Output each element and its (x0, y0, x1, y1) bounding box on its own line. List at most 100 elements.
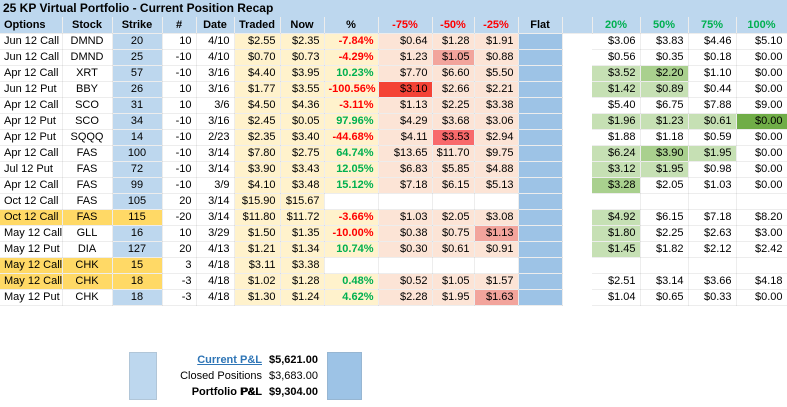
cell-stock[interactable]: FAS (62, 209, 113, 226)
cell-minus50[interactable]: $1.95 (432, 289, 475, 306)
cell-plus50[interactable]: $1.18 (640, 129, 689, 146)
cell-plus50[interactable]: $6.15 (640, 209, 689, 226)
cell-strike[interactable]: 127 (112, 241, 163, 258)
cell-flat[interactable] (518, 241, 563, 258)
cell-minus50[interactable]: $0.61 (432, 241, 475, 258)
cell-options[interactable]: Jun 12 Call (0, 33, 63, 50)
cell-percent[interactable]: 10.74% (324, 241, 379, 258)
cell-plus50[interactable]: $1.23 (640, 113, 689, 130)
cell-now[interactable]: $2.35 (280, 33, 325, 50)
cell-now[interactable]: $3.55 (280, 81, 325, 98)
cell-plus100[interactable]: $0.00 (736, 49, 787, 66)
col-header-minus75[interactable]: -75% (378, 17, 433, 34)
cell-qty[interactable]: 20 (162, 193, 197, 210)
cell-now[interactable]: $0.73 (280, 49, 325, 66)
cell-minus25[interactable]: $5.13 (474, 177, 519, 194)
cell-plus75[interactable] (688, 257, 737, 274)
cell-traded[interactable]: $3.90 (234, 161, 281, 178)
cell-minus75[interactable]: $0.38 (378, 225, 433, 242)
cell-percent[interactable]: 97.96% (324, 113, 379, 130)
cell-plus75[interactable] (688, 193, 737, 210)
cell-options[interactable]: May 12 Put (0, 289, 63, 306)
col-header-minus50[interactable]: -50% (432, 17, 475, 34)
cell-plus20[interactable]: $1.96 (592, 113, 641, 130)
cell-minus25[interactable]: $0.88 (474, 49, 519, 66)
cell-traded[interactable]: $1.50 (234, 225, 281, 242)
cell-minus50[interactable]: $5.85 (432, 161, 475, 178)
cell-minus75[interactable]: $1.23 (378, 49, 433, 66)
cell-strike[interactable]: 25 (112, 49, 163, 66)
cell-qty[interactable]: 20 (162, 241, 197, 258)
cell-stock[interactable]: FAS (62, 145, 113, 162)
cell-flat[interactable] (518, 33, 563, 50)
col-header-date[interactable]: Date (196, 17, 235, 34)
cell-minus75[interactable]: $7.18 (378, 177, 433, 194)
cell-plus20[interactable]: $2.51 (592, 273, 641, 290)
cell-now[interactable]: $3.40 (280, 129, 325, 146)
cell-plus20[interactable]: $3.12 (592, 161, 641, 178)
cell-plus50[interactable]: $2.20 (640, 65, 689, 82)
col-header-plus75[interactable]: 75% (688, 17, 737, 34)
cell-plus100[interactable]: $0.00 (736, 177, 787, 194)
cell-stock[interactable]: GLL (62, 225, 113, 242)
cell-plus50[interactable]: $2.25 (640, 225, 689, 242)
cell-minus25[interactable]: $3.08 (474, 209, 519, 226)
cell-minus75[interactable]: $6.83 (378, 161, 433, 178)
cell-minus50[interactable]: $1.05 (432, 49, 475, 66)
cell-options[interactable]: May 12 Call (0, 225, 63, 242)
cell-minus25[interactable] (474, 193, 519, 210)
cell-plus75[interactable]: $7.88 (688, 97, 737, 114)
cell-plus75[interactable]: $1.10 (688, 65, 737, 82)
cell-plus75[interactable]: $3.66 (688, 273, 737, 290)
cell-traded[interactable]: $3.11 (234, 257, 281, 274)
cell-date[interactable]: 3/14 (196, 145, 235, 162)
cell-traded[interactable]: $2.45 (234, 113, 281, 130)
cell-now[interactable]: $11.72 (280, 209, 325, 226)
col-header-traded[interactable]: Traded (234, 17, 281, 34)
cell-minus75[interactable] (378, 193, 433, 210)
cell-minus25[interactable]: $2.94 (474, 129, 519, 146)
closed-pl-value[interactable]: $3,683.00 (269, 370, 318, 382)
cell-now[interactable]: $2.75 (280, 145, 325, 162)
col-header-minus25[interactable]: -25% (474, 17, 519, 34)
cell-stock[interactable]: FAS (62, 193, 113, 210)
cell-plus50[interactable]: $1.95 (640, 161, 689, 178)
cell-options[interactable]: Oct 12 Call (0, 209, 63, 226)
cell-flat[interactable] (518, 81, 563, 98)
cell-plus20[interactable]: $0.56 (592, 49, 641, 66)
cell-plus75[interactable]: $0.98 (688, 161, 737, 178)
cell-plus100[interactable]: $0.00 (736, 65, 787, 82)
cell-plus100[interactable]: $4.18 (736, 273, 787, 290)
cell-plus100[interactable]: $0.00 (736, 145, 787, 162)
cell-plus20[interactable]: $3.52 (592, 65, 641, 82)
cell-plus100[interactable]: $0.00 (736, 289, 787, 306)
cell-minus50[interactable]: $2.05 (432, 209, 475, 226)
col-header-plus100[interactable]: 100% (736, 17, 787, 34)
cell-qty[interactable]: -10 (162, 177, 197, 194)
cell-qty[interactable]: -10 (162, 49, 197, 66)
cell-traded[interactable]: $4.40 (234, 65, 281, 82)
cell-plus50[interactable] (640, 257, 689, 274)
cell-traded[interactable]: $7.80 (234, 145, 281, 162)
cell-qty[interactable]: 10 (162, 225, 197, 242)
cell-minus50[interactable]: $2.25 (432, 97, 475, 114)
cell-plus75[interactable]: $0.61 (688, 113, 737, 130)
cell-stock[interactable]: FAS (62, 161, 113, 178)
cell-stock[interactable]: SCO (62, 97, 113, 114)
cell-minus75[interactable]: $0.30 (378, 241, 433, 258)
cell-percent[interactable]: 4.62% (324, 289, 379, 306)
cell-percent[interactable]: 10.23% (324, 65, 379, 82)
cell-now[interactable]: $1.35 (280, 225, 325, 242)
cell-date[interactable]: 3/9 (196, 177, 235, 194)
cell-minus25[interactable]: $1.57 (474, 273, 519, 290)
cell-qty[interactable]: 10 (162, 81, 197, 98)
cell-traded[interactable]: $11.80 (234, 209, 281, 226)
cell-flat[interactable] (518, 49, 563, 66)
cell-qty[interactable]: 10 (162, 33, 197, 50)
cell-plus50[interactable]: $6.75 (640, 97, 689, 114)
cell-minus25[interactable]: $3.06 (474, 113, 519, 130)
cell-percent[interactable]: -3.66% (324, 209, 379, 226)
cell-qty[interactable]: -20 (162, 209, 197, 226)
cell-minus75[interactable]: $1.13 (378, 97, 433, 114)
cell-minus75[interactable]: $0.52 (378, 273, 433, 290)
